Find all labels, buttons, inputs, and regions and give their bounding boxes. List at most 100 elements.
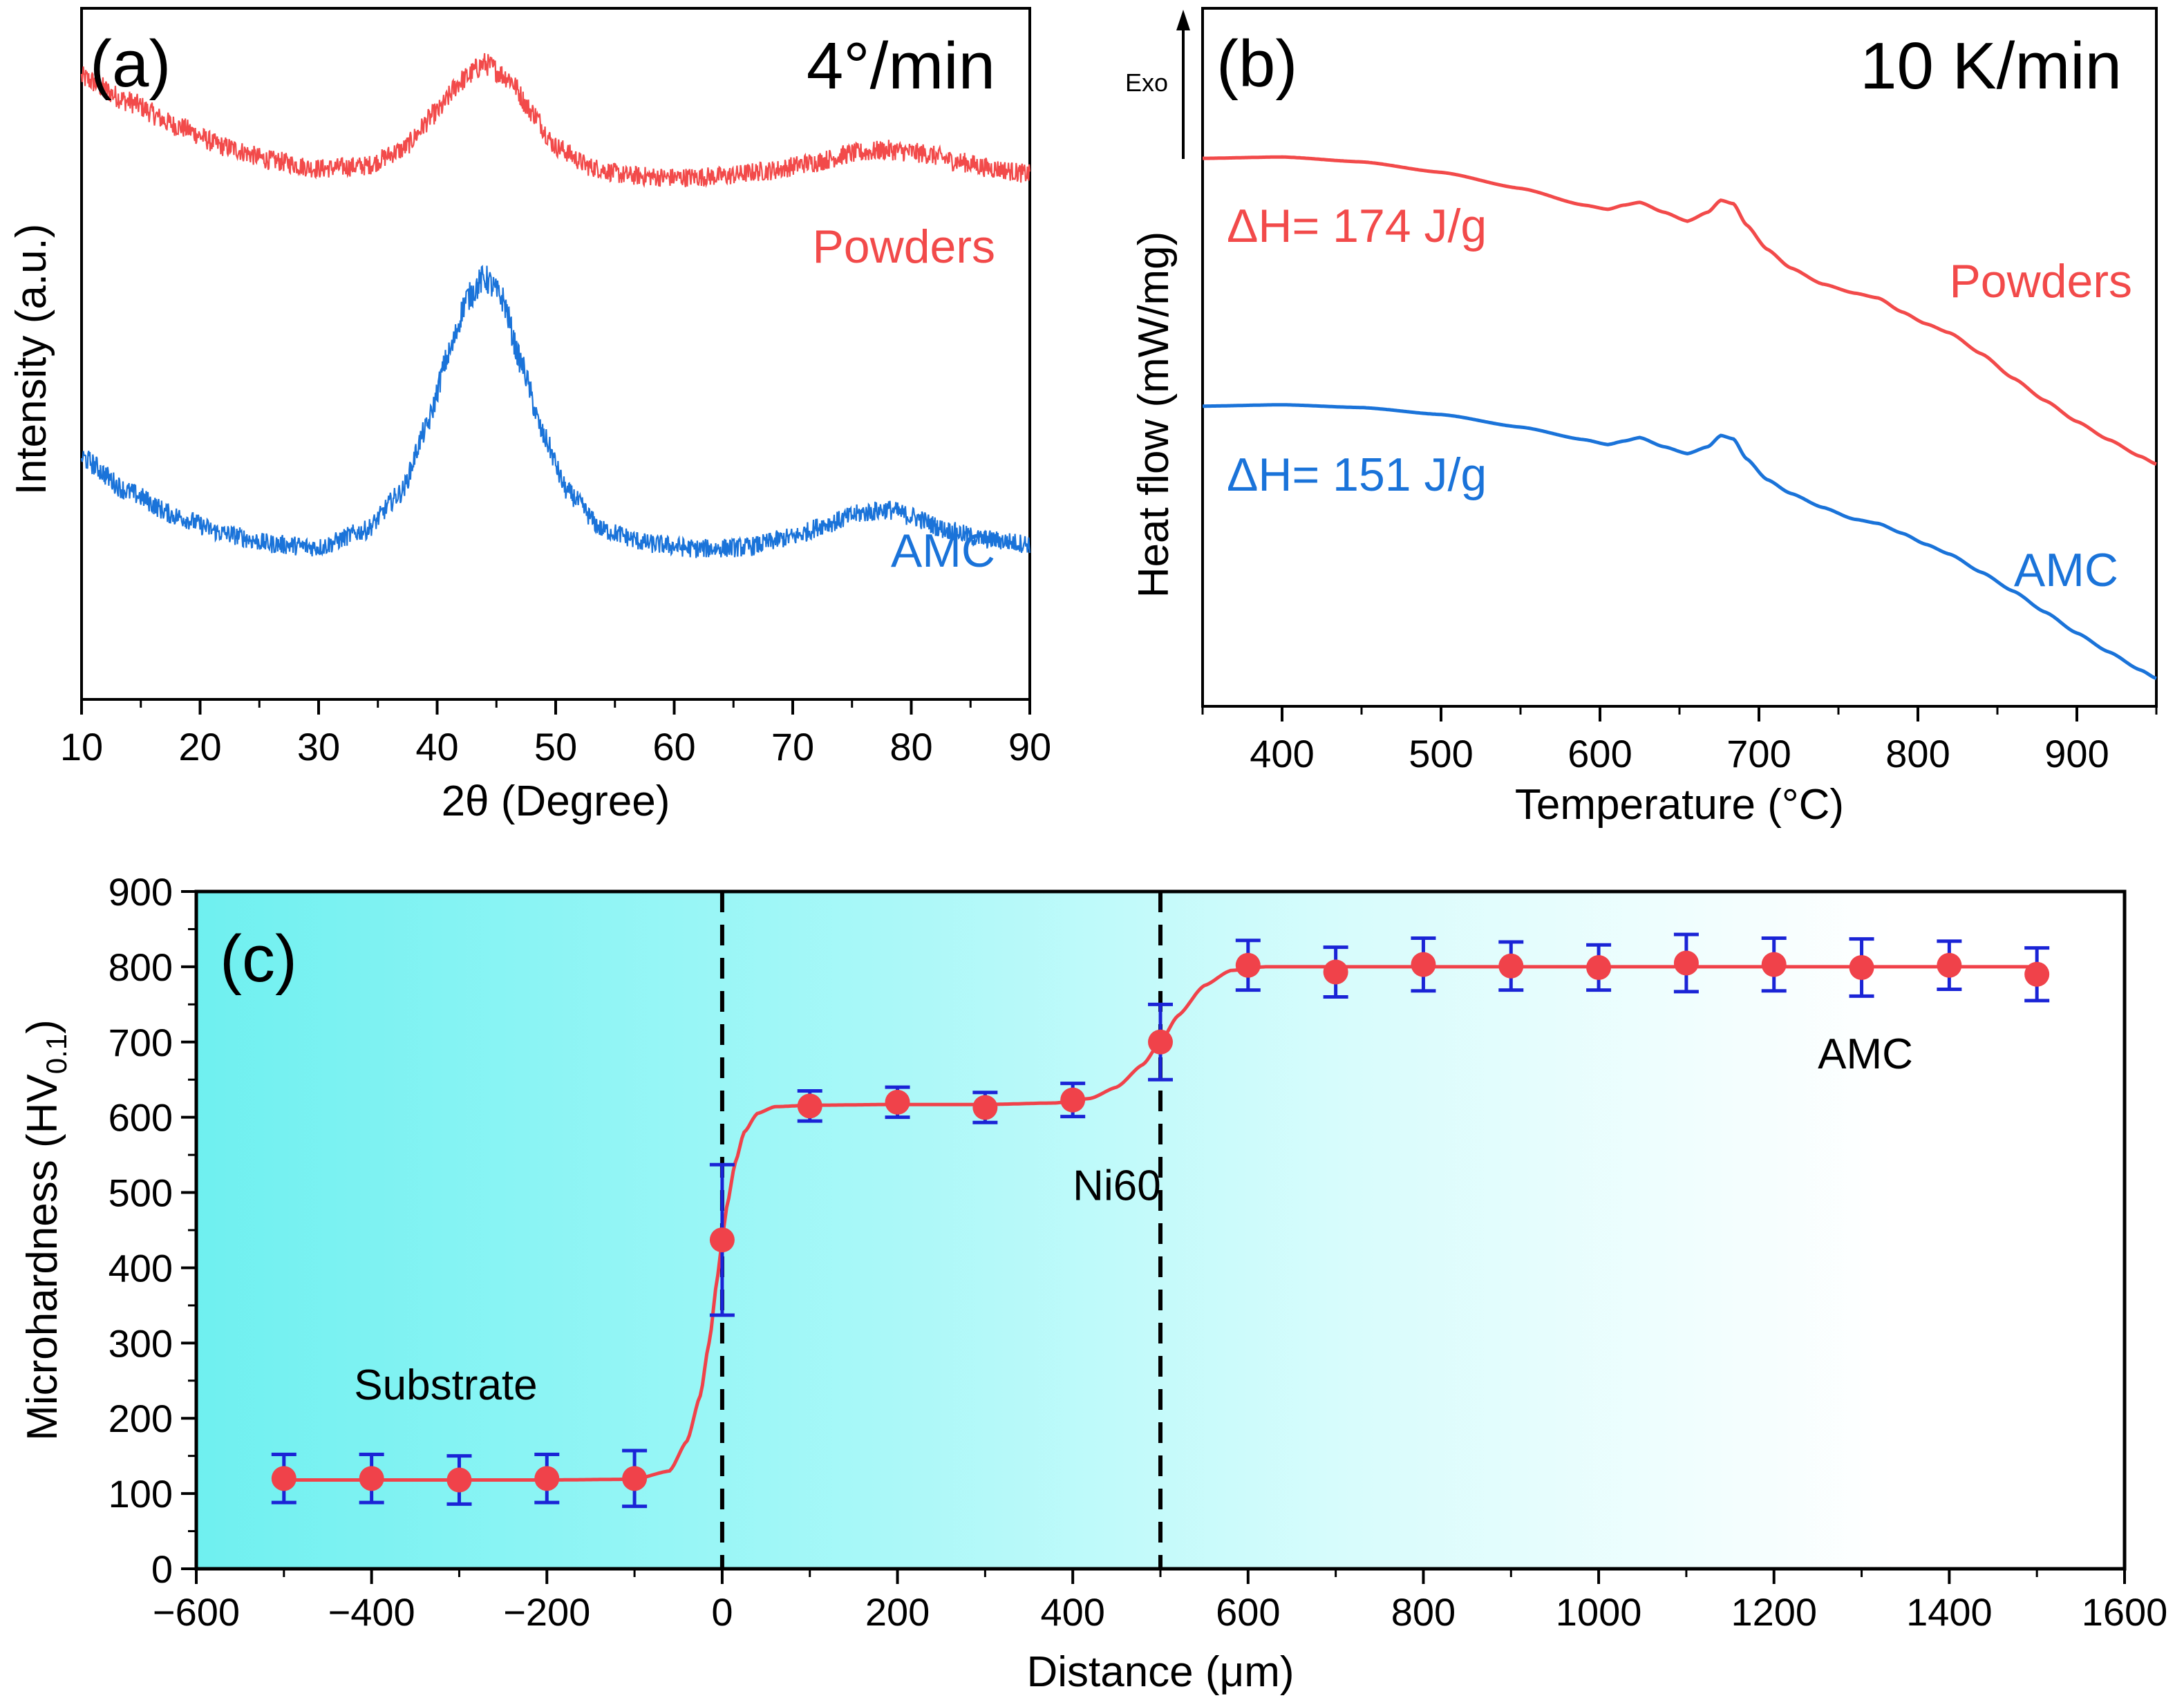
panel-b-series xyxy=(1203,155,2157,680)
panel-a-x-tick-label: 10 xyxy=(60,725,103,768)
panel-b-rate: 10 K/min xyxy=(1860,29,2122,103)
panel-c-y-label-close: ) xyxy=(19,1019,66,1034)
panel-c-points xyxy=(271,932,2050,1509)
panel-a-x-tick-label: 70 xyxy=(771,725,814,768)
panel-c-y-tick-label: 700 xyxy=(109,1021,173,1064)
panel-a-x-label: 2θ (Degree) xyxy=(442,777,670,825)
panel-c-x-tick-label: 1000 xyxy=(1556,1590,1642,1634)
panel-b-x-ticks: 400 500 600 700 800 900 xyxy=(1201,706,2158,775)
panel-b-x-tick-label: 400 xyxy=(1250,732,1314,775)
panel-c-x-tick-label: −400 xyxy=(328,1590,415,1634)
panel-a-x-tick-label: 90 xyxy=(1008,725,1051,768)
exo-arrow-head xyxy=(1176,10,1190,30)
panel-c-data-point xyxy=(885,1089,910,1115)
panel-b-series-amc xyxy=(1203,403,2157,680)
panel-c-x-label: Distance (μm) xyxy=(1026,1648,1294,1696)
panel-b-x-tick-label: 900 xyxy=(2044,732,2109,775)
panel-c-data-point xyxy=(622,1466,648,1491)
panel-b-x-tick-label: 700 xyxy=(1726,732,1791,775)
panel-a-rate: 4°/min xyxy=(807,29,995,103)
panel-b-dh-powders: ΔH= 174 J/g xyxy=(1227,200,1487,252)
panel-c-x-tick-label: 0 xyxy=(711,1590,733,1634)
panel-c-regions: Substrate Ni60 AMC xyxy=(354,1030,1913,1409)
panel-c-y-tick-label: 500 xyxy=(109,1171,173,1215)
panel-c-data-point xyxy=(1673,950,1699,976)
panel-c-data-point xyxy=(1060,1087,1086,1113)
panel-c-data-point xyxy=(1498,953,1524,979)
panel-c-data-point xyxy=(1411,952,1436,977)
panel-a-legend-amc: AMC xyxy=(891,525,995,577)
panel-c-data-point xyxy=(1323,959,1348,985)
panel-c-x-tick-label: −200 xyxy=(503,1590,590,1634)
panel-a-x-ticks: 10 20 30 40 50 60 70 80 90 xyxy=(60,699,1051,768)
panel-c-y-tick-label: 200 xyxy=(109,1397,173,1440)
panel-c-data-point xyxy=(1148,1029,1173,1055)
panel-a-label: (a) xyxy=(90,27,171,101)
panel-c-data-point xyxy=(797,1093,822,1119)
panel-c-data-point xyxy=(446,1467,472,1493)
exo-label: Exo xyxy=(1125,68,1168,97)
panel-c-data-point xyxy=(271,1466,296,1491)
panel-c-x-tick-label: 1600 xyxy=(2082,1590,2168,1634)
panel-c-region-label: Substrate xyxy=(354,1361,537,1409)
panel-c-y-tick-label: 900 xyxy=(109,870,173,914)
panel-c-data-point xyxy=(1235,952,1261,978)
panel-c-x-tick-label: 200 xyxy=(865,1590,930,1634)
panel-c-y-tick-label: 300 xyxy=(109,1321,173,1365)
panel-a-series-powders xyxy=(80,53,1031,189)
panel-c-y-tick-label: 400 xyxy=(109,1246,173,1290)
panel-a-series xyxy=(80,53,1031,558)
panel-c-x-tick-label: 1400 xyxy=(1906,1590,1993,1634)
panel-b-frame xyxy=(1201,7,2158,708)
panel-c-y-tick-label: 800 xyxy=(109,945,173,989)
panel-a-x-tick-label: 50 xyxy=(534,725,577,768)
panel-c-data-point xyxy=(2024,961,2050,987)
panel-a-series-amc xyxy=(80,265,1031,558)
panel-c-y-ticks: 0 100 200 300 400 500 600 700 800 900 xyxy=(109,870,196,1591)
panel-c-data-point xyxy=(359,1466,384,1491)
panel-b-x-tick-label: 600 xyxy=(1568,732,1632,775)
panel-b-legend-amc: AMC xyxy=(2014,544,2118,596)
panel-b-dh-amc: ΔH= 151 J/g xyxy=(1227,449,1487,501)
panel-a-x-tick-label: 20 xyxy=(178,725,221,768)
panel-c-x-tick-label: 400 xyxy=(1040,1590,1104,1634)
panel-c-region-label: Ni60 xyxy=(1073,1162,1161,1209)
panel-b-series-powders xyxy=(1203,155,2157,466)
panel-b-legend-powders: Powders xyxy=(1949,255,2132,308)
panel-b-label: (b) xyxy=(1216,27,1297,101)
panel-a-legend-powders: Powders xyxy=(812,220,995,273)
panel-b-x-tick-label: 800 xyxy=(1885,732,1950,775)
panel-c-data-point xyxy=(534,1466,560,1491)
panel-c-data-point xyxy=(1937,952,1962,978)
panel-c-x-tick-label: 800 xyxy=(1391,1590,1456,1634)
panel-c-x-ticks: −600 −400 −200 0 200 400 600 800 1000 1200 1400 160… xyxy=(153,1569,2167,1634)
panel-c-region-label: AMC xyxy=(1818,1030,1913,1078)
panel-c-y-tick-label: 100 xyxy=(109,1472,173,1516)
panel-c-x-tick-label: −600 xyxy=(153,1590,240,1634)
panel-c-label: (c) xyxy=(220,922,297,996)
panel-b-y-label: Heat flow (mW/mg) xyxy=(1130,232,1178,598)
panel-c-data-point xyxy=(972,1095,998,1120)
panel-c-y-label-main: Microhardness (HV xyxy=(19,1074,66,1441)
panel-a-x-tick-label: 30 xyxy=(297,725,340,768)
panel-c-data-point xyxy=(1586,954,1612,980)
panel-a-x-tick-label: 40 xyxy=(415,725,458,768)
panel-c: −600 −400 −200 0 200 400 600 800 1000 1200 1400 160… xyxy=(19,870,2167,1696)
panel-c-y-tick-label: 0 xyxy=(151,1547,173,1591)
panel-c-x-tick-label: 600 xyxy=(1216,1590,1280,1634)
panel-a-y-label: Intensity (a.u.) xyxy=(8,224,55,496)
panel-c-data-point xyxy=(1761,952,1787,977)
panel-c-y-tick-label: 600 xyxy=(109,1096,173,1140)
panel-c-y-label-sub: 0.1 xyxy=(40,1034,73,1074)
panel-a-x-tick-label: 80 xyxy=(889,725,932,768)
panel-a: 10 20 30 40 50 60 70 80 90 (a) 4°/min Powders AM… xyxy=(8,7,1051,825)
panel-c-data-point xyxy=(709,1227,735,1253)
panel-c-x-tick-label: 1200 xyxy=(1731,1590,1817,1634)
panel-c-data-point xyxy=(1849,954,1874,980)
panel-c-y-label: Microhardness (HV0.1) xyxy=(19,1019,73,1441)
panel-b-x-tick-label: 500 xyxy=(1409,732,1473,775)
panel-b-x-label: Temperature (°C) xyxy=(1515,781,1844,829)
panel-a-frame xyxy=(80,7,1031,701)
panel-b: 400 500 600 700 800 900 Exo (b) 10 K/min ΔH= … xyxy=(1125,7,2158,829)
